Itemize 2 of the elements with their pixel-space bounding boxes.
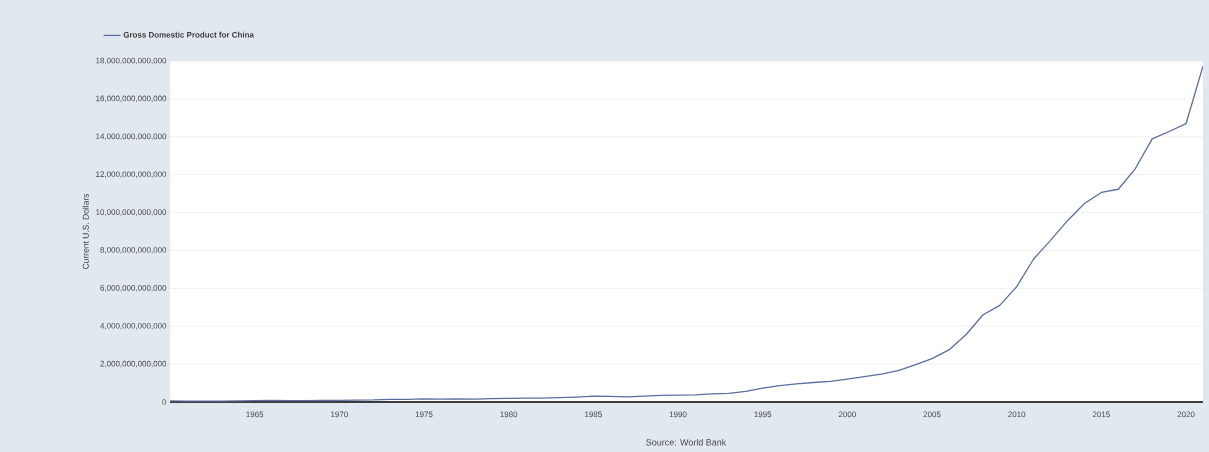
y-axis-title: Current U.S. Dollars [82,193,89,269]
source-note: Source: World Bank [646,438,727,446]
